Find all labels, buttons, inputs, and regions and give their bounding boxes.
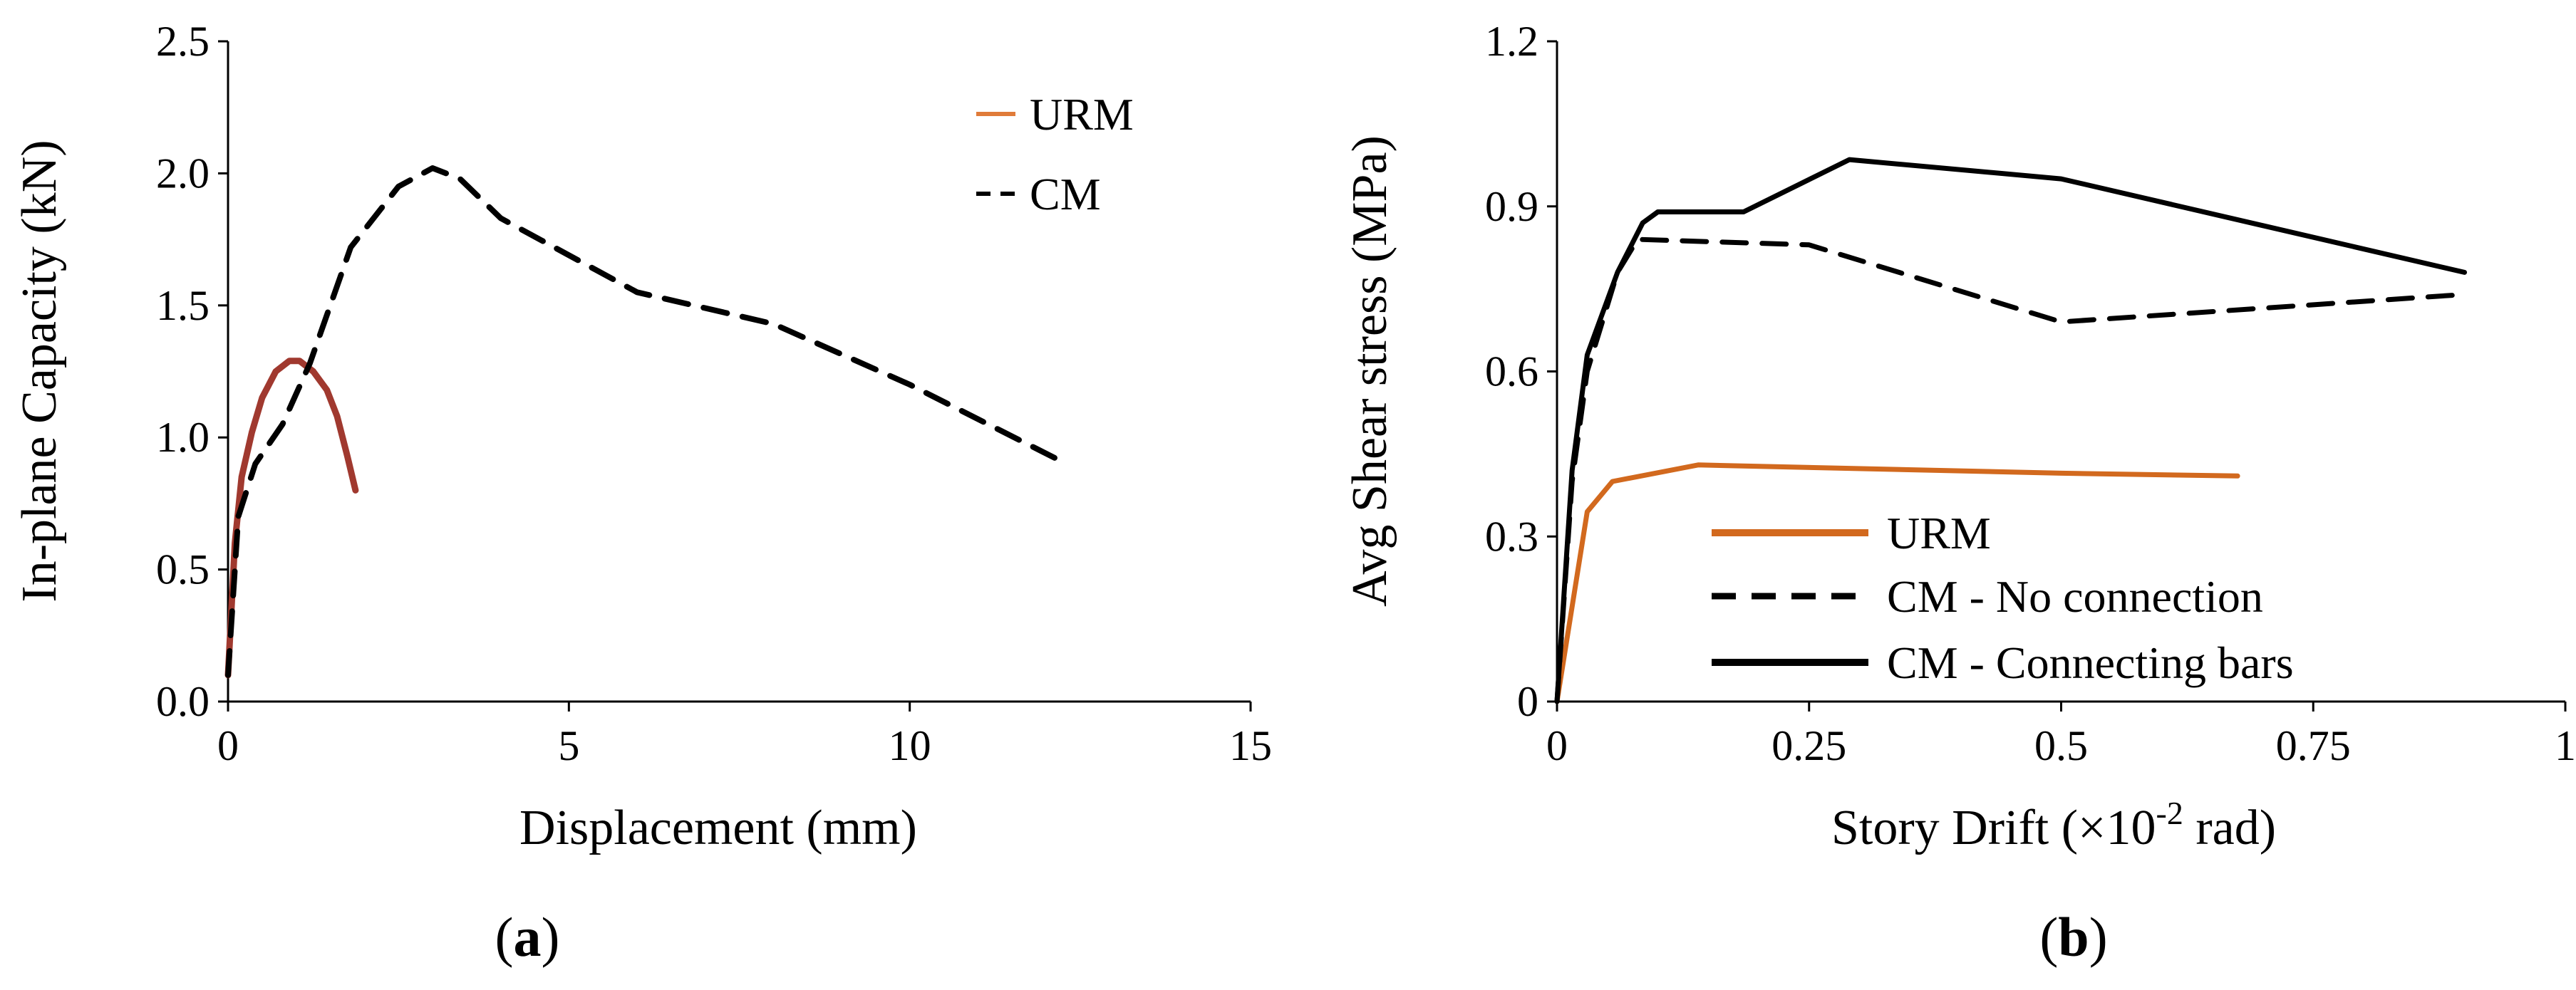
panel-a-y-tick-label: 0.5 bbox=[156, 546, 210, 593]
panel-b-y-tick-label: 0 bbox=[1517, 678, 1538, 725]
panel-b-series-cm-connecting-bars bbox=[1554, 157, 2467, 704]
panel-b-y-tick-label: 0.6 bbox=[1485, 348, 1538, 395]
panel-a-y-axis-title: In-plane Capacity (kN) bbox=[12, 140, 67, 602]
panel-a-y-tick-label: 1.5 bbox=[156, 282, 210, 329]
panel-b-chart: 0 0.25 0.5 0.75 1 0 0.3 0.6 0.9 1.2 Avg Shear str… bbox=[1343, 18, 2576, 968]
panel-b-series-urm bbox=[1554, 462, 2240, 704]
panel-a-y-tick-label: 0.0 bbox=[156, 678, 210, 725]
panel-b-y-tick-label: 0.9 bbox=[1485, 183, 1538, 230]
panel-a-x-axis-title: Displacement (mm) bbox=[519, 801, 917, 855]
panel-a-x-tick-label: 5 bbox=[558, 722, 579, 769]
panel-b-y-tick-label: 1.2 bbox=[1485, 18, 1538, 65]
panel-a-y-tick-label: 1.0 bbox=[156, 414, 210, 461]
panel-b-y-tick-label: 0.3 bbox=[1485, 513, 1538, 560]
panel-b-x-axis-title: Story Drift (×10-2 rad) bbox=[1831, 795, 2276, 855]
panel-b-x-tick-label: 0.25 bbox=[1771, 722, 1846, 769]
panel-a-label: (a) bbox=[495, 906, 560, 968]
panel-b-x-tick-label: 0 bbox=[1546, 722, 1568, 769]
panel-a-legend-label-urm: URM bbox=[1030, 89, 1134, 140]
panel-b-x-tick-label: 1 bbox=[2555, 722, 2576, 769]
panel-b-legend-label-cm-connecting-bars: CM - Connecting bars bbox=[1887, 637, 2294, 688]
panel-a-y-tick-label: 2.5 bbox=[156, 18, 210, 65]
panel-b-x-tick-label: 0.5 bbox=[2034, 722, 2088, 769]
panel-b-legend-label-cm-no-connection: CM - No connection bbox=[1887, 571, 2263, 622]
panel-a-series-urm bbox=[224, 358, 359, 679]
panel-b-y-axis-title: Avg Shear stress (MPa) bbox=[1343, 135, 1397, 607]
panel-a-x-tick-label: 15 bbox=[1229, 722, 1272, 769]
panel-b-legend: URM CM - No connection CM - Connecting b… bbox=[1712, 508, 2294, 688]
panel-a-y-tick-label: 2.0 bbox=[156, 150, 210, 197]
panel-a-x-tick-label: 10 bbox=[889, 722, 931, 769]
panel-a-x-tick-label: 0 bbox=[217, 722, 239, 769]
panel-a-legend-label-cm: CM bbox=[1030, 169, 1101, 219]
panel-a-legend: URM CM bbox=[976, 89, 1134, 219]
panel-b-label: (b) bbox=[2039, 906, 2107, 968]
panel-a-series-cm bbox=[225, 165, 1070, 678]
panel-b-legend-label-urm: URM bbox=[1887, 508, 1991, 558]
panel-b-x-tick-label: 0.75 bbox=[2276, 722, 2351, 769]
panel-a-chart: 0 5 10 15 0.0 0.5 1.0 1.5 2.0 2.5 In-plane Capaci… bbox=[12, 18, 1272, 968]
